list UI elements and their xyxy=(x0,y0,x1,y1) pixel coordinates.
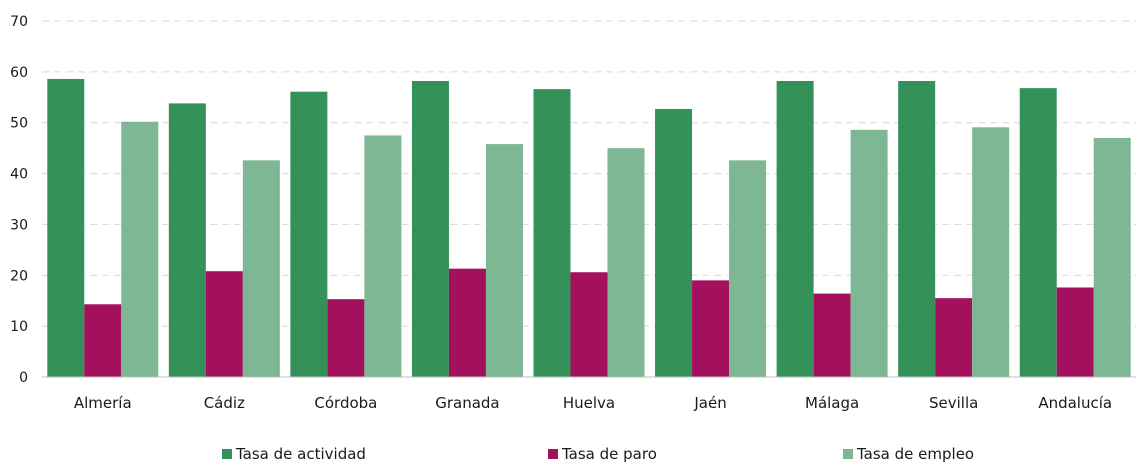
x-category-label: Huelva xyxy=(563,394,615,412)
bar-tasa-de-paro xyxy=(813,293,851,377)
x-category-label: Córdoba xyxy=(314,394,377,412)
bar-tasa-de-paro xyxy=(205,271,243,377)
y-tick-label: 10 xyxy=(10,319,28,335)
legend-swatch xyxy=(222,449,232,459)
bar-tasa-de-empleo xyxy=(729,160,767,377)
bar-tasa-de-actividad xyxy=(898,81,936,378)
y-tick-label: 40 xyxy=(10,167,28,183)
x-axis-categories: Almería Cádiz Córdoba Granada Huelva Jaén Mála… xyxy=(74,394,1112,412)
y-tick-label: 30 xyxy=(10,217,28,233)
bar-tasa-de-empleo xyxy=(242,160,280,377)
bar-tasa-de-paro xyxy=(570,272,608,377)
y-tick-label: 20 xyxy=(10,268,28,284)
bar-tasa-de-actividad xyxy=(411,81,449,378)
legend-swatch xyxy=(843,449,853,459)
bar-tasa-de-actividad xyxy=(655,108,693,378)
bar-tasa-de-actividad xyxy=(47,78,85,377)
bar-tasa-de-actividad xyxy=(1019,88,1057,377)
x-category-label: Almería xyxy=(74,394,132,412)
bar-tasa-de-empleo xyxy=(364,135,402,377)
bar-tasa-de-actividad xyxy=(290,91,328,377)
legend: Tasa de actividad Tasa de paro Tasa de emp… xyxy=(222,445,974,463)
bar-tasa-de-paro xyxy=(84,304,122,377)
bar-tasa-de-paro xyxy=(692,280,730,377)
bar-tasa-de-empleo xyxy=(121,121,159,377)
legend-label: Tasa de empleo xyxy=(856,445,974,463)
bar-tasa-de-paro xyxy=(1056,287,1094,377)
bar-tasa-de-paro xyxy=(327,299,365,377)
x-category-label: Granada xyxy=(435,394,499,412)
bar-tasa-de-empleo xyxy=(485,144,523,377)
bar-tasa-de-empleo xyxy=(1093,137,1131,377)
x-category-label: Málaga xyxy=(805,394,859,412)
legend-label: Tasa de paro xyxy=(561,445,657,463)
bar-tasa-de-actividad xyxy=(533,89,571,378)
y-tick-label: 70 xyxy=(10,14,28,30)
bar-tasa-de-paro xyxy=(935,298,973,377)
y-tick-label: 50 xyxy=(10,116,28,132)
x-category-label: Jaén xyxy=(693,394,726,412)
x-category-label: Andalucía xyxy=(1038,394,1112,412)
x-category-label: Cádiz xyxy=(204,394,245,412)
legend-swatch xyxy=(548,449,558,459)
y-tick-label: 60 xyxy=(10,65,28,81)
bars xyxy=(47,78,1131,378)
bar-tasa-de-actividad xyxy=(776,81,814,378)
bar-tasa-de-actividad xyxy=(168,103,206,377)
x-category-label: Sevilla xyxy=(929,394,978,412)
y-tick-label: 0 xyxy=(19,370,28,386)
bar-tasa-de-empleo xyxy=(850,129,888,377)
bar-tasa-de-empleo xyxy=(607,148,645,377)
bar-tasa-de-empleo xyxy=(972,127,1010,377)
y-axis-ticks: 0 10 20 30 40 50 60 70 xyxy=(10,14,28,386)
legend-label: Tasa de actividad xyxy=(235,445,366,463)
bar-tasa-de-paro xyxy=(448,268,486,377)
